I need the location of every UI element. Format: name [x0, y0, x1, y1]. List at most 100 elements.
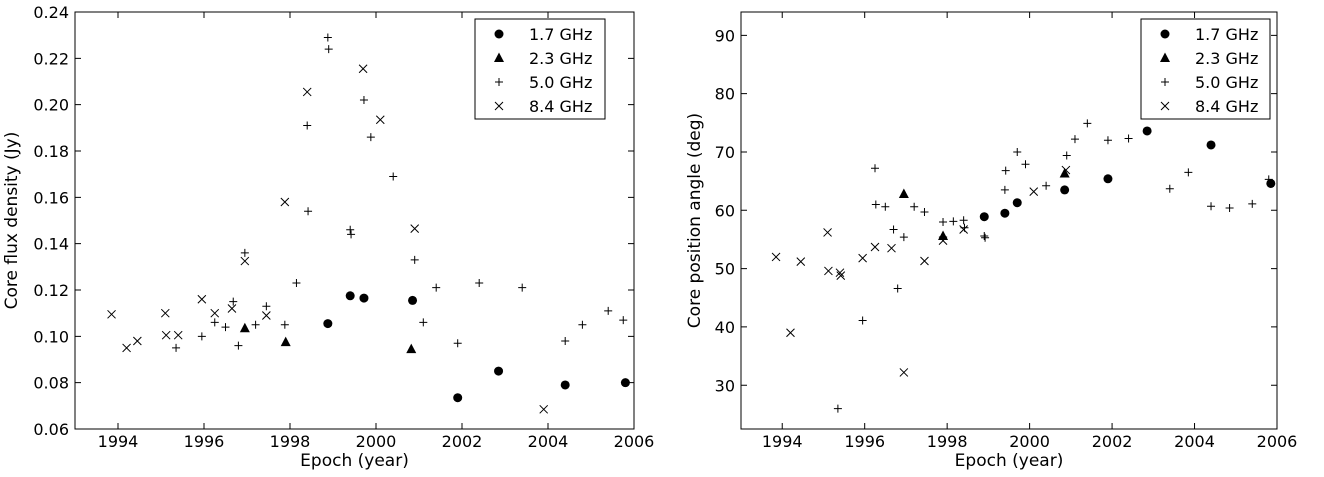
data-point-triangle — [938, 230, 949, 240]
data-point-x — [197, 294, 207, 304]
data-point-plus — [1225, 203, 1234, 212]
data-point-plus — [346, 225, 355, 234]
y-tick-label: 80 — [715, 85, 735, 104]
x-tick-label: 1994 — [762, 432, 803, 451]
data-point-plus — [453, 339, 462, 348]
data-point-plus — [359, 96, 368, 105]
data-point-x — [835, 268, 845, 278]
data-point-x — [132, 336, 142, 346]
legend-marker-circle — [494, 29, 504, 39]
data-point-circle — [1012, 198, 1022, 208]
legend-label: 2.3 GHz — [1195, 49, 1258, 68]
legend-label: 2.3 GHz — [529, 49, 592, 68]
y-tick-label: 0.20 — [33, 96, 69, 115]
data-point-plus — [251, 320, 260, 329]
data-point-circle — [1060, 185, 1070, 195]
data-point-x — [870, 242, 880, 252]
data-point-plus — [1000, 185, 1009, 194]
data-point-x — [280, 197, 290, 207]
x-tick-label: 2004 — [528, 432, 569, 451]
data-point-plus — [221, 323, 230, 332]
y-tick-label: 0.12 — [33, 281, 69, 300]
x-axis-label: Epoch (year) — [300, 451, 409, 471]
y-tick-label: 70 — [715, 143, 735, 162]
data-point-plus — [303, 121, 312, 130]
data-point-circle — [1103, 174, 1113, 184]
data-point-triangle — [280, 336, 291, 347]
data-point-plus — [1165, 184, 1174, 193]
data-point-plus — [858, 316, 867, 325]
data-point-x — [107, 309, 116, 319]
data-point-plus — [889, 225, 898, 234]
legend: 1.7 GHz 2.3 GHz 5.0 GHz 8.4 GHz — [1140, 18, 1271, 120]
data-point-plus — [981, 233, 990, 242]
y-tick-label: 50 — [715, 260, 735, 279]
data-point-plus — [619, 316, 628, 325]
data-point-plus — [475, 279, 484, 288]
data-point-plus — [172, 343, 181, 352]
data-point-circle — [560, 380, 570, 390]
y-tick-label: 60 — [715, 201, 735, 220]
data-point-circle — [1000, 208, 1010, 218]
data-point-plus — [881, 202, 890, 211]
data-point-plus — [1070, 135, 1079, 144]
data-point-circle — [494, 366, 504, 376]
data-point-plus — [578, 320, 587, 329]
x-tick-label: 2002 — [442, 432, 483, 451]
x-tick-label: 1998 — [270, 432, 311, 451]
x-tick-label: 1998 — [927, 432, 968, 451]
data-point-x — [240, 256, 250, 266]
legend-marker-x — [1160, 101, 1170, 111]
y-tick-label: 0.08 — [33, 374, 69, 393]
legend-marker-circle — [1160, 29, 1170, 39]
data-point-x — [959, 225, 968, 234]
data-point-x — [1061, 165, 1071, 175]
data-point-x — [786, 328, 795, 338]
y-tick-label: 0.10 — [33, 327, 69, 346]
data-point-plus — [833, 404, 842, 413]
data-point-plus — [1264, 175, 1273, 184]
data-point-x — [887, 243, 896, 253]
legend-marker-plus — [495, 78, 503, 86]
x-tick-label: 2004 — [1174, 432, 1215, 451]
data-point-plus — [197, 332, 206, 341]
data-point-x — [858, 253, 867, 263]
data-point-plus — [1248, 199, 1257, 208]
data-point-x — [122, 343, 131, 353]
x-tick-label: 1994 — [98, 432, 139, 451]
data-point-plus — [1083, 119, 1092, 128]
data-point-x — [173, 330, 183, 340]
data-point-x — [771, 252, 781, 262]
data-point-plus — [939, 217, 948, 226]
data-point-plus — [347, 230, 356, 239]
data-point-triangle — [406, 343, 417, 354]
data-point-plus — [1207, 202, 1216, 211]
data-point-plus — [871, 200, 880, 209]
x-tick-label: 2000 — [1009, 432, 1050, 451]
y-tick-label: 30 — [715, 376, 735, 395]
x-tick-label: 1996 — [184, 432, 225, 451]
data-point-plus — [366, 133, 375, 142]
data-point-x — [1029, 187, 1039, 196]
data-point-plus — [920, 208, 929, 217]
legend-label: 1.7 GHz — [529, 25, 592, 44]
data-point-circle — [979, 212, 989, 222]
data-point-plus — [899, 233, 908, 242]
data-point-plus — [389, 172, 398, 181]
data-point-plus — [304, 207, 313, 216]
y-tick-label: 0.16 — [33, 188, 69, 207]
data-point-x — [302, 87, 312, 97]
x-tick-label: 1996 — [844, 432, 885, 451]
data-point-plus — [1001, 166, 1010, 175]
data-point-plus — [949, 217, 958, 226]
legend-marker-x — [494, 101, 504, 111]
data-point-x — [358, 64, 368, 74]
data-point-x — [938, 236, 948, 245]
legend-marker-triangle — [494, 52, 504, 62]
data-point-x — [375, 115, 385, 125]
y-tick-label: 40 — [715, 318, 735, 337]
position-angle-chart: 1994 1996 1998 2000 2002 2004 2006 30 40 50 60 70 80… — [685, 11, 1297, 471]
data-point-circle — [323, 319, 333, 329]
data-point-x — [210, 308, 220, 318]
legend-marker-triangle — [1160, 52, 1170, 62]
